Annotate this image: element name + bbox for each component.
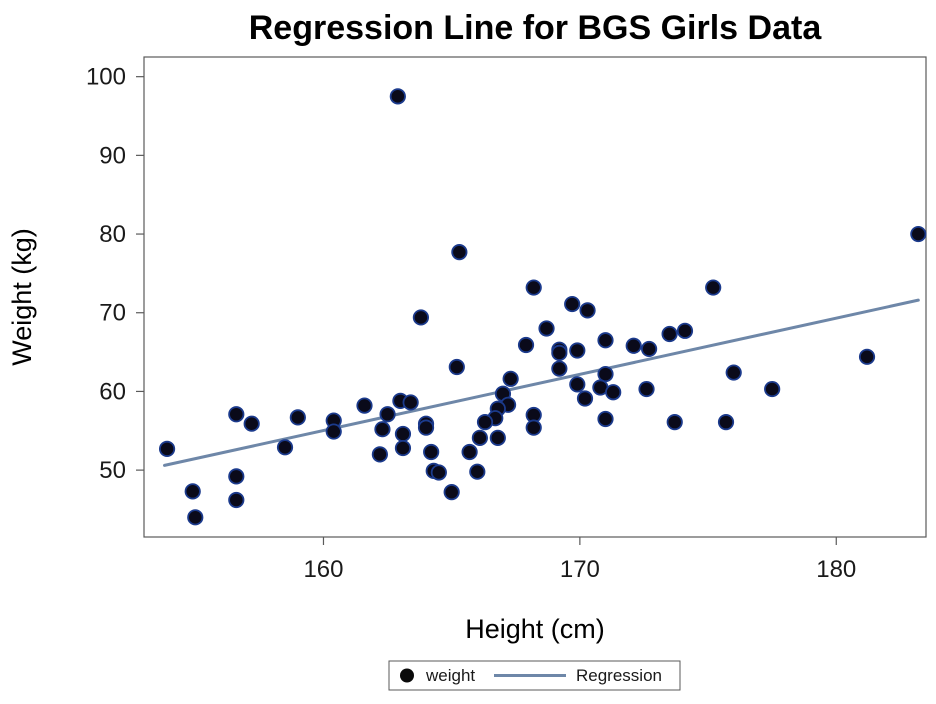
data-point <box>394 439 412 457</box>
data-point <box>371 446 388 463</box>
data-point <box>394 425 412 443</box>
data-point <box>579 302 596 319</box>
data-point <box>158 440 176 457</box>
data-point <box>430 464 447 481</box>
data-point <box>289 409 306 426</box>
x-tick-label: 180 <box>816 556 856 583</box>
data-point <box>443 484 460 501</box>
y-tick-label: 90 <box>99 142 126 169</box>
data-point <box>525 279 542 296</box>
plot-frame <box>143 56 927 538</box>
data-point <box>640 340 658 358</box>
legend: weight Regression <box>388 660 681 691</box>
data-point <box>228 468 245 485</box>
data-point <box>764 380 781 398</box>
data-point <box>666 414 683 431</box>
data-point <box>625 337 642 354</box>
data-point <box>187 509 204 526</box>
data-point <box>551 360 568 377</box>
x-tick-label: 170 <box>560 556 600 583</box>
regression-series <box>163 298 920 467</box>
regression-line <box>163 298 920 467</box>
data-point <box>717 414 735 431</box>
data-point <box>605 384 622 401</box>
data-point <box>858 348 876 365</box>
data-point <box>389 88 406 105</box>
data-point <box>402 394 419 411</box>
data-point <box>184 483 201 500</box>
data-point <box>489 429 506 446</box>
x-axis: 160 170 180 <box>303 537 856 583</box>
data-point <box>525 419 542 436</box>
data-point <box>597 366 614 383</box>
data-point <box>597 332 614 349</box>
data-point <box>451 244 468 261</box>
y-tick-label: 100 <box>86 64 126 91</box>
data-point <box>423 443 440 461</box>
legend-label-weight: weight <box>425 666 475 685</box>
data-point <box>276 439 294 456</box>
data-point <box>379 406 396 423</box>
data-point <box>661 325 678 343</box>
chart-title: Regression Line for BGS Girls Data <box>249 9 823 47</box>
x-tick-label: 160 <box>303 556 343 583</box>
y-tick-label: 80 <box>99 221 126 248</box>
data-point <box>569 376 586 393</box>
data-point <box>412 309 430 326</box>
legend-label-regression: Regression <box>576 666 662 685</box>
data-point <box>538 320 555 337</box>
data-point <box>228 491 245 509</box>
data-point <box>243 415 260 432</box>
data-point <box>374 421 391 438</box>
data-point <box>517 336 535 354</box>
data-point <box>469 463 486 480</box>
weight-series <box>158 88 927 526</box>
data-point <box>569 342 586 359</box>
x-axis-label: Height (cm) <box>465 614 605 644</box>
data-point <box>325 423 342 440</box>
data-point <box>910 225 927 243</box>
data-point <box>638 380 655 398</box>
data-point <box>551 344 568 361</box>
data-point <box>564 295 581 313</box>
data-point <box>476 414 494 431</box>
y-axis: 50 60 70 80 90 100 <box>86 64 144 484</box>
y-tick-label: 50 <box>99 457 126 484</box>
data-point <box>356 397 373 414</box>
data-point <box>471 429 488 446</box>
data-point <box>448 358 465 376</box>
y-tick-label: 60 <box>99 378 126 405</box>
data-point <box>461 443 478 461</box>
y-axis-label: Weight (kg) <box>7 228 37 366</box>
data-point <box>417 419 435 436</box>
data-point <box>676 322 694 339</box>
data-point <box>705 279 722 296</box>
y-tick-label: 70 <box>99 300 126 327</box>
data-point <box>576 390 594 407</box>
data-point <box>725 364 742 381</box>
data-point <box>597 410 614 428</box>
data-point <box>228 406 245 423</box>
data-point <box>502 370 519 387</box>
legend-marker-weight <box>400 668 414 683</box>
